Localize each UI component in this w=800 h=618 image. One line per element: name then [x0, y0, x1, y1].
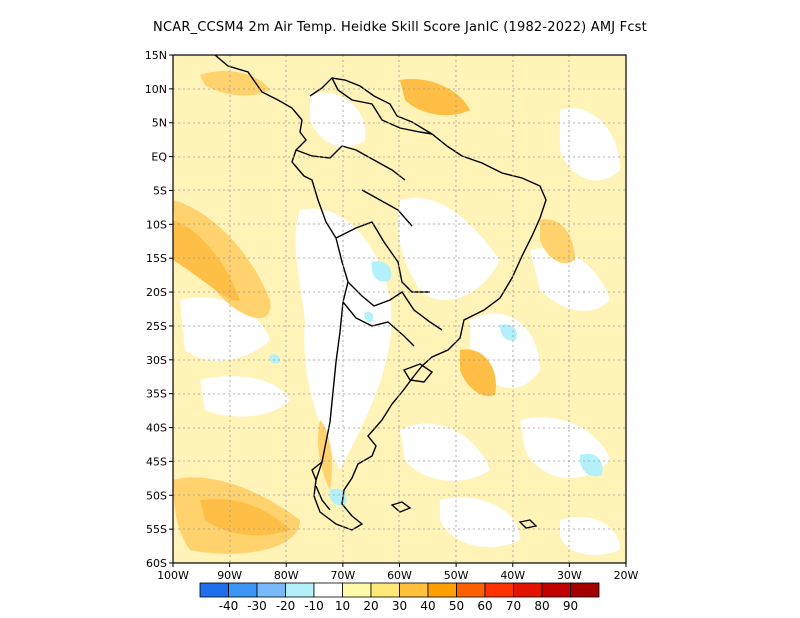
lat-label: 5N — [152, 117, 167, 130]
graticule — [173, 55, 626, 563]
lon-label: 50W — [444, 569, 469, 582]
lat-label: 45S — [146, 455, 167, 468]
colorbar-swatch — [456, 582, 486, 598]
colorbar-label: 60 — [477, 599, 492, 613]
colorbar-label: -30 — [247, 599, 267, 613]
colorbar-swatch — [427, 582, 457, 598]
colorbar-label: 40 — [420, 599, 435, 613]
colorbar: -40 -30 -20 -10 10 20 30 40 50 60 70 80 90 — [199, 582, 600, 613]
lat-label: 30S — [146, 354, 167, 367]
colorbar-swatch — [370, 582, 400, 598]
lat-label: 15S — [146, 252, 167, 265]
lon-label: 70W — [330, 569, 355, 582]
lon-label: 60W — [387, 569, 412, 582]
colorbar-label: 70 — [506, 599, 521, 613]
lat-label: 55S — [146, 523, 167, 536]
latitude-axis: 15N 10N 5N EQ 5S 10S 15S 20S 25S 30S 35S 40S 45S 50S 5… — [145, 49, 173, 570]
lat-label: 15N — [145, 49, 167, 62]
colorbar-swatch — [199, 582, 229, 598]
colorbar-swatch — [285, 582, 315, 598]
colorbar-swatch — [313, 582, 343, 598]
colorbar-label: -20 — [276, 599, 296, 613]
colorbar-label: 30 — [392, 599, 407, 613]
lat-label: 5S — [153, 184, 167, 197]
colorbar-label: 90 — [563, 599, 578, 613]
lat-label: 25S — [146, 320, 167, 333]
colorbar-swatch — [228, 582, 258, 598]
lat-label: 10N — [145, 83, 167, 96]
lon-label: 30W — [557, 569, 582, 582]
lon-label: 90W — [217, 569, 242, 582]
lon-label: 20W — [614, 569, 639, 582]
longitude-axis: 100W 90W 80W 70W 60W 50W 40W 30W 20W — [157, 563, 639, 582]
map-title: NCAR_CCSM4 2m Air Temp. Heidke Skill Sco… — [153, 20, 647, 35]
colorbar-swatch — [570, 582, 600, 598]
lon-label: 100W — [157, 569, 189, 582]
colorbar-swatch — [342, 582, 372, 598]
lat-label: 20S — [146, 286, 167, 299]
colorbar-swatch — [256, 582, 286, 598]
colorbar-label: 50 — [449, 599, 464, 613]
colorbar-label: -10 — [304, 599, 324, 613]
lon-label: 80W — [274, 569, 299, 582]
lat-label: 40S — [146, 422, 167, 435]
colorbar-label: 10 — [335, 599, 350, 613]
lat-label: 50S — [146, 489, 167, 502]
lat-label: EQ — [151, 151, 167, 164]
lat-label: 35S — [146, 388, 167, 401]
lat-label: 10S — [146, 218, 167, 231]
colorbar-label: 20 — [363, 599, 378, 613]
coastlines — [214, 55, 547, 531]
lon-label: 40W — [500, 569, 525, 582]
lat-label: 60S — [146, 557, 167, 570]
colorbar-swatch — [399, 582, 429, 598]
skill-field — [173, 55, 626, 563]
colorbar-swatch — [513, 582, 543, 598]
colorbar-swatch — [484, 582, 514, 598]
colorbar-swatch — [541, 582, 571, 598]
colorbar-label: -40 — [219, 599, 239, 613]
colorbar-label: 80 — [534, 599, 549, 613]
